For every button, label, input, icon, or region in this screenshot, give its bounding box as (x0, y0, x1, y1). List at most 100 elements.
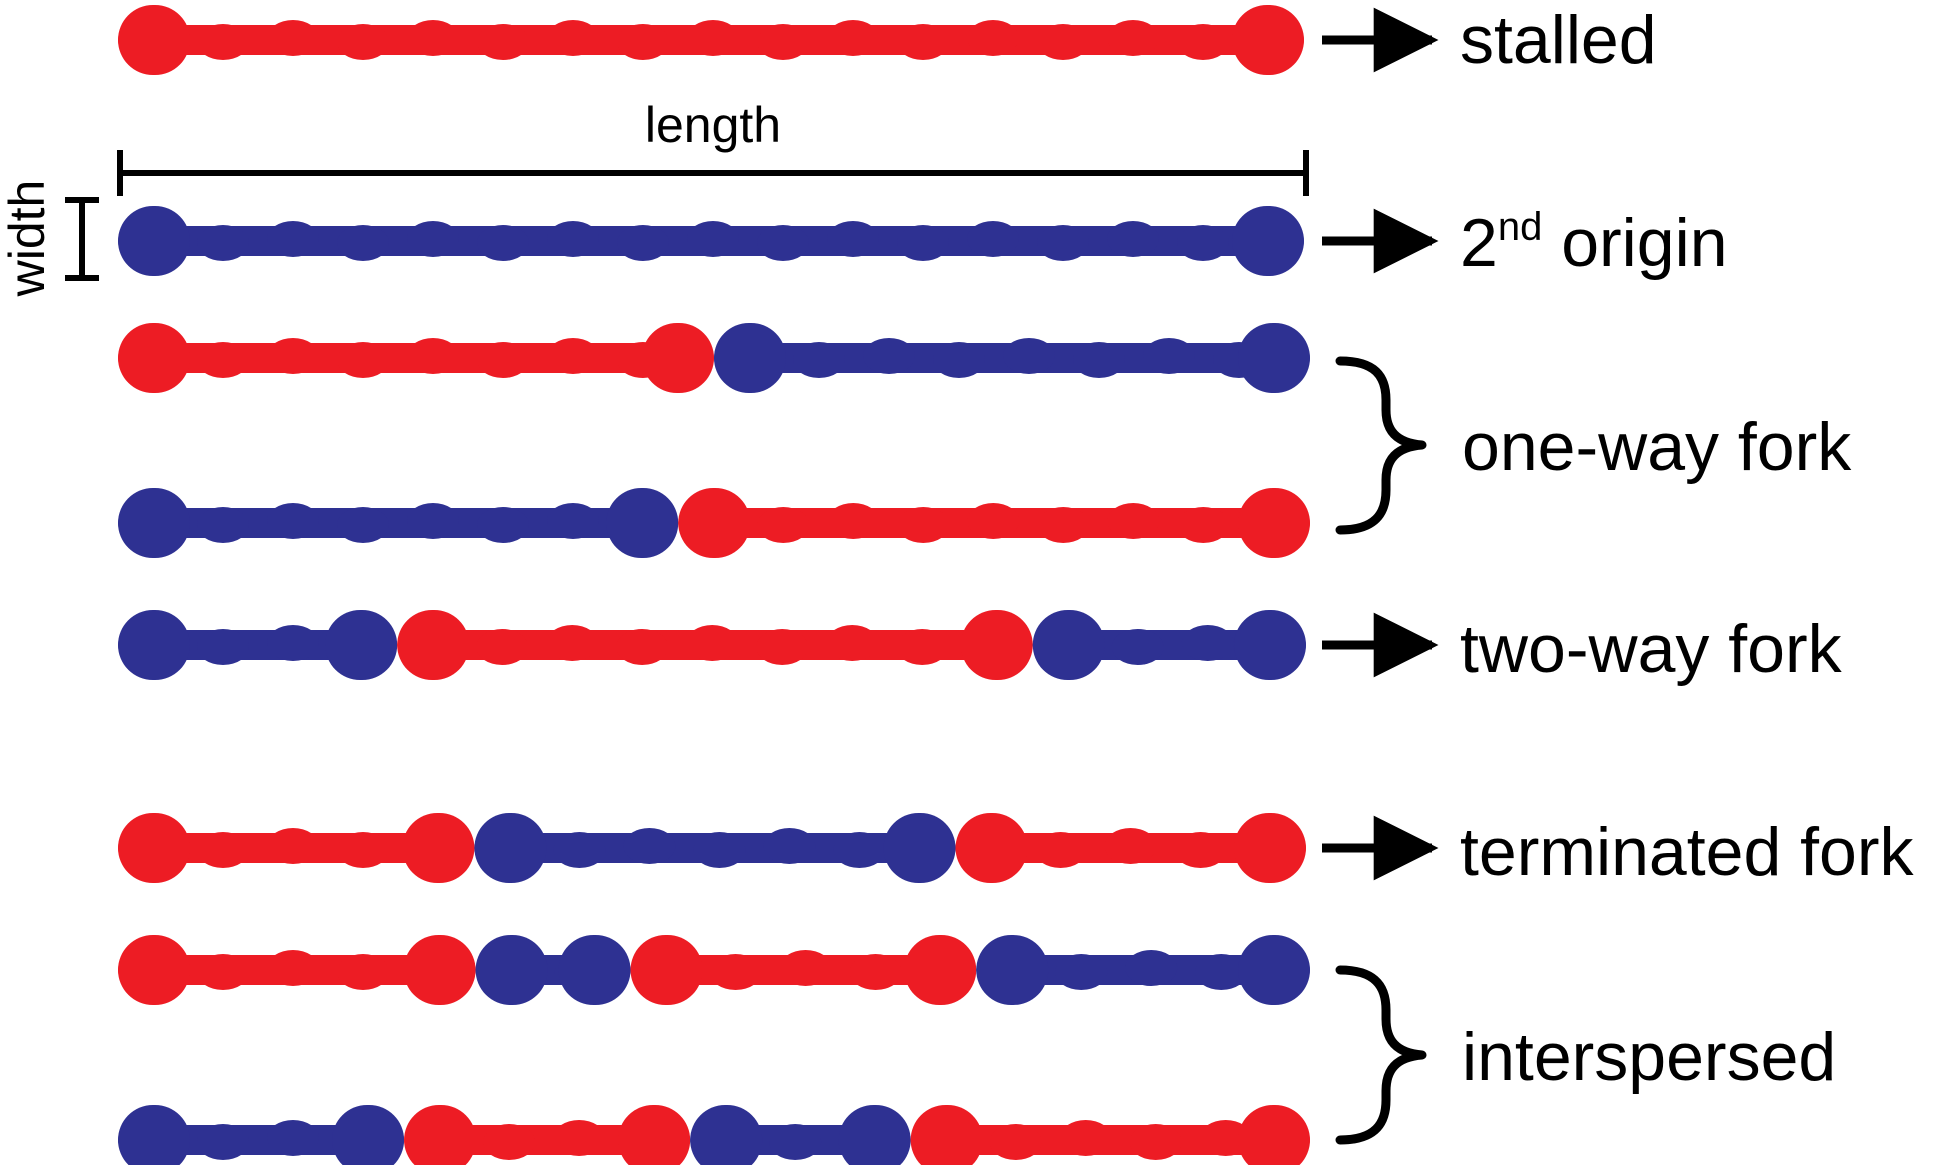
fiber-segment-cap (1234, 813, 1306, 883)
dna-fibers (118, 5, 1310, 1165)
fiber-segment-cap (910, 1105, 983, 1165)
fiber-segment-cap (402, 813, 475, 883)
length-scale-bar (117, 150, 1309, 196)
brace-interspersed (1335, 965, 1427, 1145)
fiber-segment-texture (763, 828, 816, 864)
fiber-segment-texture (197, 954, 249, 990)
fiber-segment-texture (967, 503, 1020, 539)
fiber-segment-blue (118, 1125, 405, 1155)
fiber-segment-cap (606, 488, 679, 558)
fiber-segment-cap (404, 1105, 477, 1165)
fiber-segment-texture (989, 1124, 1042, 1160)
fiber-segment-texture (1129, 1124, 1182, 1160)
fiber-segment-cap (1232, 5, 1304, 75)
label-second-origin: 2nd origin (1460, 205, 1728, 281)
fiber-segment-texture (1073, 342, 1125, 378)
fiber-segment-texture (267, 828, 319, 864)
fiber-segment-texture (1125, 950, 1178, 986)
fiber-segment-texture (267, 221, 319, 257)
fiber-segment-texture (197, 629, 249, 665)
fiber-segment-texture (1174, 832, 1227, 868)
fiber-segment-cap (976, 935, 1049, 1005)
fiber-segment-cap (118, 935, 190, 1005)
fiber-segment-texture (267, 338, 319, 374)
dna-fiber-6 (118, 813, 1306, 883)
fiber-segment-cap (118, 206, 190, 276)
fiber-segment-texture (967, 20, 1019, 56)
fiber-segment-texture (897, 507, 950, 543)
fiber-segment-texture (1037, 24, 1089, 60)
fiber-segment-cap (118, 323, 190, 393)
fiber-segment-cap (118, 488, 190, 558)
fiber-segment-texture (337, 954, 389, 990)
fiber-segment-texture (477, 342, 529, 378)
label-second-origin-number: 2 (1460, 205, 1498, 281)
fiber-segment-texture (827, 503, 880, 539)
fiber-segment-texture (1143, 338, 1195, 374)
fiber-segment-texture (197, 342, 249, 378)
fiber-segment-cap (1234, 610, 1306, 680)
fiber-segment-texture (687, 20, 739, 56)
fiber-segment-texture (337, 342, 389, 378)
fiber-segment-texture (337, 24, 389, 60)
fiber-segment-texture (826, 625, 879, 661)
fiber-segment-cap (690, 1105, 763, 1165)
fiber-segment-blue (118, 508, 679, 538)
label-second-origin-word: origin (1542, 205, 1727, 281)
fiber-segment-texture (337, 507, 389, 543)
fiber-segment-cap (838, 1105, 911, 1165)
fiber-segment-cap (332, 1105, 405, 1165)
fiber-segment-texture (1177, 507, 1230, 543)
fiber-segment-texture (547, 20, 599, 56)
fiber-segment-texture (757, 507, 810, 543)
fiber-segment-texture (616, 629, 669, 665)
fiber-segment-texture (483, 1124, 536, 1160)
length-label: length (645, 97, 781, 153)
brace-one-way-fork (1335, 356, 1427, 535)
dna-fiber-2 (118, 206, 1304, 276)
fiber-segment-texture (779, 950, 832, 986)
width-scale-bar (65, 197, 99, 281)
fiber-segment-cap (325, 610, 398, 680)
dna-fiber-4 (118, 488, 1310, 558)
fiber-segment-texture (1195, 954, 1248, 990)
fiber-segment-texture (477, 225, 529, 261)
fiber-segment-cap (118, 5, 190, 75)
fiber-segment-texture (623, 828, 676, 864)
fiber-segment-texture (1107, 503, 1160, 539)
fiber-segment-texture (1104, 828, 1157, 864)
fiber-segment-cap (955, 813, 1028, 883)
fiber-segment-texture (1034, 832, 1087, 868)
fiber-segment-texture (827, 20, 879, 56)
fiber-segment-texture (1177, 24, 1229, 60)
fiber-segment-texture (546, 625, 599, 661)
fiber-segment-texture (1107, 20, 1159, 56)
fiber-segment-cap (403, 935, 476, 1005)
fiber-segment-cap (678, 488, 751, 558)
fiber-segment-texture (833, 832, 886, 868)
fiber-segment-texture (1037, 507, 1090, 543)
fiber-segment-cap (960, 610, 1033, 680)
fiber-segment-cap (1232, 206, 1304, 276)
dna-fiber-7 (118, 935, 1310, 1005)
fiber-segment-texture (547, 503, 599, 539)
dna-fiber-5 (118, 610, 1306, 680)
fiber-segment-cap (1032, 610, 1105, 680)
fiber-segment-cap (475, 935, 548, 1005)
fiber-segment-texture (1107, 221, 1159, 257)
fiber-segment-cap (714, 323, 786, 393)
fiber-segment-texture (757, 24, 809, 60)
fiber-segment-texture (1199, 1120, 1252, 1156)
fiber-segment-texture (197, 1124, 249, 1160)
fiber-segment-texture (407, 20, 459, 56)
fiber-segment-texture (547, 338, 599, 374)
fiber-segment-texture (897, 24, 949, 60)
fiber-segment-texture (197, 24, 249, 60)
label-one-way-fork: one-way fork (1462, 409, 1852, 485)
fiber-segment-texture (1003, 338, 1055, 374)
fiber-segment-texture (709, 954, 762, 990)
dna-fiber-1 (118, 5, 1304, 75)
fiber-segment-texture (617, 225, 669, 261)
fiber-segment-cap (118, 1105, 190, 1165)
fiber-segment-texture (197, 832, 249, 868)
